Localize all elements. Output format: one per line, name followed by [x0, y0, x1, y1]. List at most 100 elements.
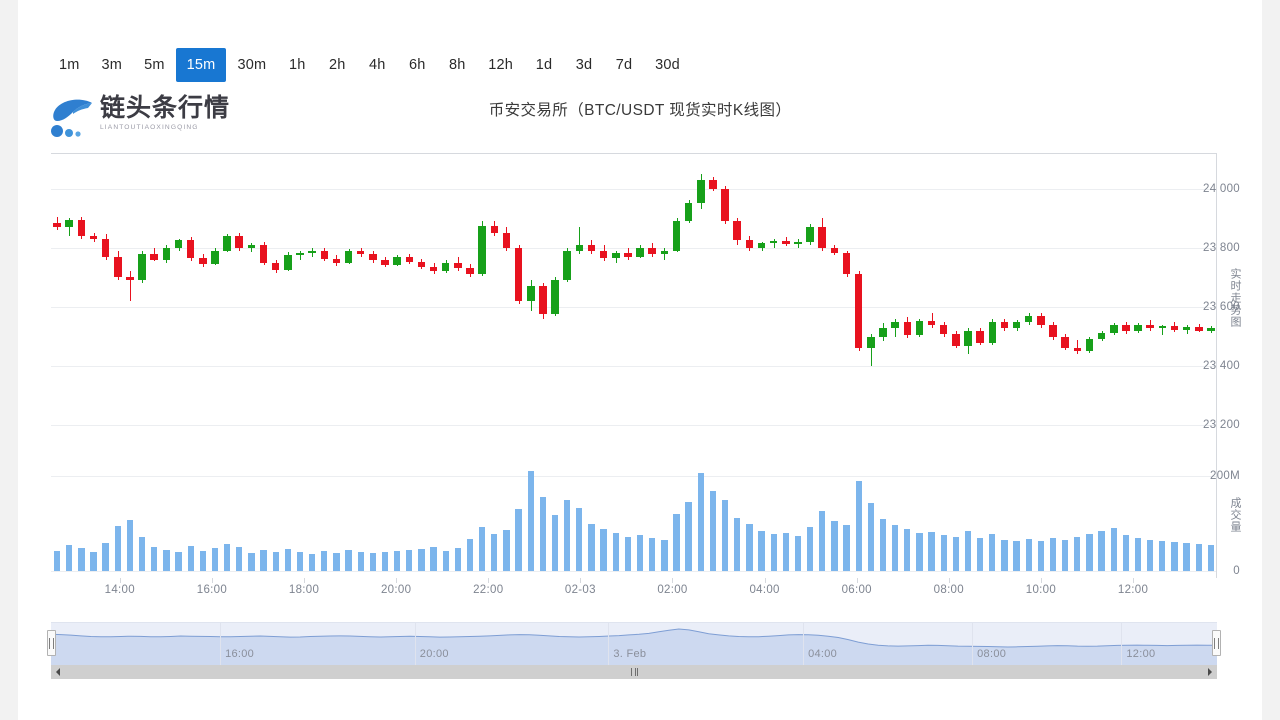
- candle-body: [952, 334, 960, 347]
- interval-tab-3d[interactable]: 3d: [575, 57, 593, 73]
- candle-body: [454, 262, 462, 269]
- candle-body: [782, 241, 790, 245]
- x-axis-tick-mark: [119, 578, 121, 583]
- interval-tab-12h[interactable]: 12h: [488, 57, 514, 73]
- candle-body: [1207, 328, 1215, 331]
- candle-body: [551, 280, 559, 315]
- x-axis-tick-mark: [396, 578, 398, 583]
- navigator-tick-label: 20:00: [419, 648, 449, 660]
- x-axis: 14:00 16:00 18:00 20:00 22:00 02-03 02:00 04:00…: [51, 578, 1217, 604]
- candle-body: [1097, 333, 1106, 339]
- interval-tab-1m[interactable]: 1m: [59, 57, 80, 73]
- volume-bar: [515, 509, 522, 571]
- volume-bar: [685, 501, 692, 571]
- navigator-gridline: [1121, 623, 1123, 665]
- interval-tab-6h[interactable]: 6h: [409, 57, 426, 73]
- volume-bar: [211, 548, 219, 571]
- volume-pane[interactable]: [51, 455, 1217, 578]
- page-title: 币安交易所（BTC/USDT 现货实时K线图）: [488, 102, 792, 119]
- horizontal-scrollbar[interactable]: [51, 665, 1217, 679]
- interval-tab-7d[interactable]: 7d: [615, 57, 633, 73]
- scrollbar-thumb[interactable]: [65, 665, 1203, 679]
- candle-body: [1012, 322, 1021, 329]
- gridline: [51, 475, 1217, 477]
- x-axis-tick-label: 16:00: [196, 584, 228, 596]
- x-axis-tick-mark: [856, 578, 858, 583]
- scroll-right-arrow-icon[interactable]: [1203, 665, 1217, 679]
- volume-bar: [624, 536, 632, 571]
- interval-tab-8h[interactable]: 8h: [449, 57, 466, 73]
- candle-body: [733, 221, 741, 241]
- candle-body: [867, 336, 875, 349]
- candle-body: [150, 253, 158, 260]
- volume-bar: [1001, 539, 1008, 571]
- candle-body: [684, 203, 693, 222]
- volume-bar: [1134, 537, 1142, 571]
- logo-subtitle: LIANTOUTIAOXINGQING: [100, 124, 199, 131]
- volume-bar: [1171, 542, 1178, 571]
- navigator-tick-label: 04:00: [808, 648, 838, 660]
- interval-tab-2h[interactable]: 2h: [329, 57, 346, 73]
- volume-bar: [90, 551, 97, 571]
- x-axis-tick-label: 18:00: [288, 584, 320, 596]
- candle-body: [381, 260, 389, 265]
- x-axis-tick-label: 20:00: [380, 584, 412, 596]
- range-navigator[interactable]: 16:00 20:00 3. Feb 04:00 08:00 12:00: [47, 622, 1221, 665]
- navigator-gridline: [608, 623, 610, 665]
- candle-body: [612, 253, 620, 259]
- volume-bar: [855, 481, 862, 571]
- candle-body: [247, 244, 256, 248]
- interval-tab-1h[interactable]: 1h: [289, 57, 306, 73]
- candle-body: [757, 243, 766, 248]
- candle-body: [587, 244, 596, 251]
- candle-wick: [579, 227, 580, 254]
- volume-bar: [527, 470, 534, 571]
- volume-bar: [891, 525, 899, 571]
- candle-body: [1122, 325, 1130, 332]
- volume-bar: [248, 552, 255, 571]
- scrollbar-track[interactable]: [65, 665, 1203, 679]
- navigator-tick-label: 3. Feb: [613, 648, 647, 660]
- interval-tab-5m[interactable]: 5m: [144, 57, 165, 73]
- candle-body: [369, 253, 377, 261]
- interval-tab-15m[interactable]: 15m: [175, 48, 227, 82]
- interval-tab-30m[interactable]: 30m: [237, 57, 267, 73]
- candle-body: [441, 262, 450, 272]
- x-axis-tick-label: 02:00: [657, 584, 688, 596]
- volume-bar: [940, 534, 947, 571]
- volume-bar: [296, 551, 304, 571]
- candle-body: [1158, 326, 1167, 329]
- candle-body: [854, 273, 863, 349]
- volume-bar: [163, 550, 170, 571]
- navigator-handle-right[interactable]: [1212, 630, 1221, 656]
- interval-tab-4h[interactable]: 4h: [369, 57, 386, 73]
- interval-tab-bar: 1m 3m 5m 15m 30m 1h 2h 4h 6h 8h 12h 1d 3d 7d 30d: [48, 48, 691, 82]
- candle-body: [697, 179, 705, 204]
- x-axis-tick-mark: [488, 578, 490, 583]
- volume-bar: [223, 544, 231, 571]
- candle-body: [927, 321, 936, 326]
- volume-bar: [1195, 544, 1202, 571]
- candle-wick: [871, 333, 872, 367]
- scroll-left-arrow-icon[interactable]: [51, 665, 65, 679]
- site-logo[interactable]: 链头条行情 LIANTOUTIAOXINGQING: [48, 92, 238, 144]
- price-pane[interactable]: [51, 153, 1217, 455]
- gridline: [51, 571, 1217, 572]
- volume-bar: [734, 517, 741, 571]
- candle-body: [575, 244, 584, 251]
- candle-body: [490, 225, 499, 233]
- interval-tab-3m[interactable]: 3m: [101, 57, 123, 73]
- candle-wick: [1077, 339, 1078, 355]
- x-axis-tick-mark: [1040, 578, 1042, 583]
- volume-bar: [503, 530, 510, 571]
- price-axis-tick: 23 800: [1203, 241, 1240, 254]
- candle-body: [211, 250, 219, 265]
- interval-tab-30d[interactable]: 30d: [655, 57, 680, 73]
- candle-body: [235, 235, 243, 248]
- navigator-handle-left[interactable]: [47, 630, 56, 656]
- candle-body: [514, 247, 523, 302]
- candle-body: [126, 277, 134, 281]
- interval-tab-1d[interactable]: 1d: [535, 57, 553, 73]
- candle-body: [903, 321, 912, 336]
- volume-bar: [369, 552, 377, 571]
